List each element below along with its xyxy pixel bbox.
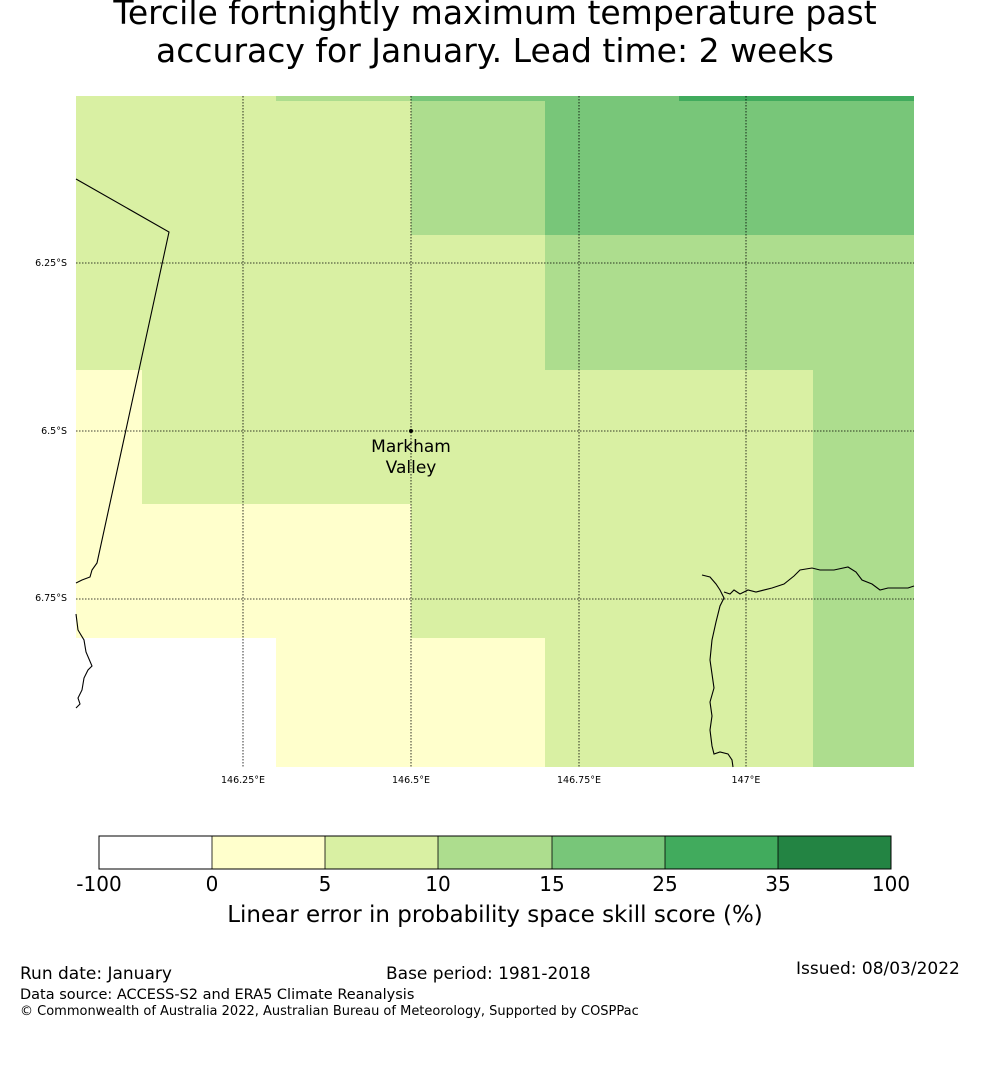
grid-cell — [76, 370, 142, 504]
issued-date: Issued: 08/03/2022 — [796, 959, 960, 979]
title-line-2: accuracy for January. Lead time: 2 weeks — [156, 31, 834, 70]
grid-cell — [76, 638, 276, 767]
lon-tick-label: 146.5°E — [392, 775, 430, 786]
grid-cell — [276, 96, 411, 101]
base-period: Base period: 1981-2018 — [386, 964, 591, 984]
coastline-west — [75, 613, 93, 709]
lon-tick-label: 147°E — [732, 775, 761, 786]
colorbar-tick: 10 — [425, 872, 451, 896]
colorbar-segment — [325, 836, 438, 869]
skill-grid — [76, 96, 914, 767]
grid-cell — [411, 101, 545, 235]
grid-cell — [545, 101, 914, 235]
location-label-line-2: Valley — [386, 458, 437, 478]
colorbar-frame — [98, 835, 892, 870]
lon-tick-label: 146.25°E — [221, 775, 265, 786]
colorbar-label: Linear error in probability space skill … — [227, 902, 763, 928]
coastline-east — [701, 566, 915, 768]
colorbar-tick: 15 — [539, 872, 565, 896]
grid-cell — [545, 235, 914, 370]
grid-cell — [813, 370, 914, 767]
colorbar-segment — [552, 836, 665, 869]
colorbar-tick: -100 — [76, 872, 122, 896]
lon-tick-label: 146.75°E — [557, 775, 601, 786]
coastlines — [75, 178, 915, 768]
colorbar-segment — [778, 836, 891, 869]
title-line-1: Tercile fortnightly maximum temperature … — [113, 0, 877, 32]
grid-cell — [276, 638, 545, 767]
chart-title: Tercile fortnightly maximum temperature … — [0, 0, 990, 70]
colorbar-tick: 35 — [765, 872, 791, 896]
grid-cell — [679, 96, 914, 101]
lat-tick-label: 6.5°S — [41, 426, 67, 437]
colorbar-segment — [665, 836, 778, 869]
grid-cell — [76, 504, 411, 638]
location-label-line-1: Markham — [371, 437, 451, 457]
colorbar-tick: 100 — [871, 872, 911, 896]
lat-tick-label: 6.75°S — [35, 593, 67, 604]
copyright: © Commonwealth of Australia 2022, Austra… — [20, 1004, 639, 1019]
colorbar-segment — [438, 836, 552, 869]
colorbar-segment — [212, 836, 325, 869]
border-line — [75, 178, 170, 584]
grid-cell — [411, 96, 679, 101]
colorbar-tick: 0 — [205, 872, 219, 896]
colorbar-tick: 5 — [318, 872, 332, 896]
location-marker — [409, 429, 413, 433]
run-date: Run date: January — [20, 964, 172, 984]
graticule — [76, 96, 914, 767]
colorbar-tick: 25 — [652, 872, 678, 896]
colorbar — [98, 835, 892, 870]
colorbar-segment — [99, 836, 212, 869]
lat-tick-label: 6.25°S — [35, 258, 67, 269]
data-source: Data source: ACCESS-S2 and ERA5 Climate … — [20, 987, 415, 1003]
